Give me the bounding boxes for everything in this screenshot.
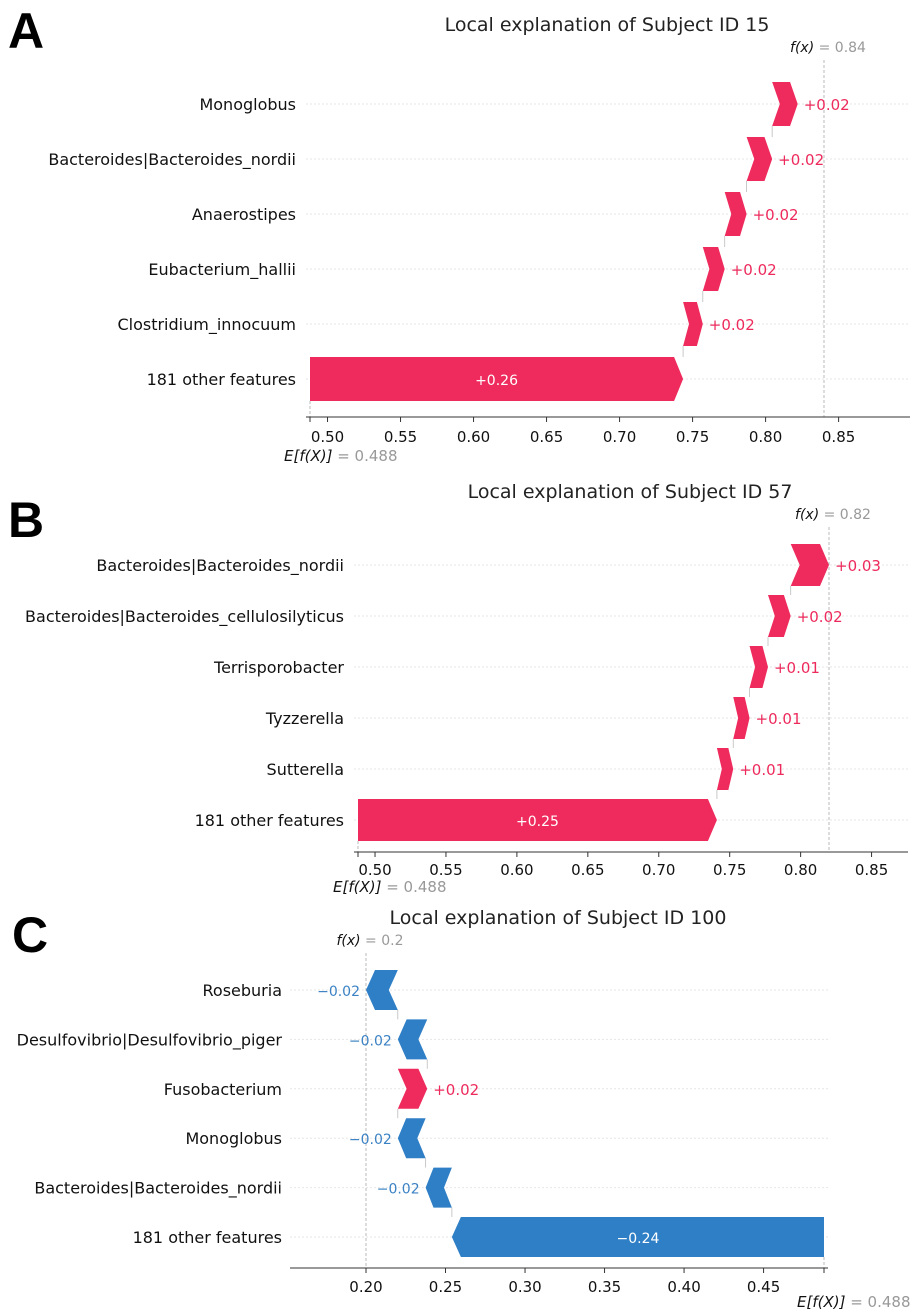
waterfall-bar [772, 82, 798, 126]
chart-title: Local explanation of Subject ID 15 [445, 14, 770, 36]
waterfall-bar [451, 1217, 824, 1257]
x-tick-label: 0.50 [311, 428, 344, 446]
value-label: +0.02 [778, 151, 824, 169]
waterfall-bar [716, 748, 734, 790]
waterfall-bar [358, 799, 717, 841]
panel-letter-a: A [8, 3, 44, 59]
x-tick-label: 0.80 [749, 428, 782, 446]
x-tick-label: 0.35 [588, 1278, 621, 1296]
chart-title: Local explanation of Subject ID 100 [390, 907, 727, 929]
x-tick-label: 0.70 [603, 428, 636, 446]
feature-label: Clostridium_innocuum [117, 315, 296, 335]
value-label: +0.26 [475, 373, 518, 389]
feature-label: Eubacterium_hallii [148, 260, 296, 280]
waterfall-bar [702, 247, 725, 291]
x-tick-label: 0.40 [667, 1278, 700, 1296]
x-tick-label: 0.20 [349, 1278, 382, 1296]
value-label: +0.02 [731, 261, 777, 279]
x-tick-label: 0.65 [571, 861, 604, 879]
base-value-label: E[f(X)] = 0.488 [284, 447, 398, 465]
feature-label: Fusobacterium [164, 1080, 282, 1099]
feature-label: Roseburia [203, 981, 283, 1000]
x-tick-label: 0.85 [822, 428, 855, 446]
feature-label: Terrisporobacter [213, 658, 344, 677]
value-label: +0.01 [739, 761, 785, 779]
panel-letter-b: B [8, 492, 44, 548]
feature-label: Tyzzerella [265, 709, 344, 728]
waterfall-bar [733, 697, 750, 739]
x-tick-label: 0.45 [747, 1278, 780, 1296]
feature-label: Sutterella [267, 760, 344, 779]
feature-label: Anaerostipes [192, 205, 296, 224]
fx-label: f(x) = 0.2 [336, 933, 403, 949]
value-label: +0.01 [756, 710, 802, 728]
chart-title: Local explanation of Subject ID 57 [468, 481, 793, 503]
value-label: +0.02 [797, 608, 843, 626]
waterfall-bar [366, 970, 398, 1010]
waterfall-bar [724, 192, 747, 236]
value-label: +0.02 [709, 316, 755, 334]
fx-label: f(x) = 0.82 [795, 507, 871, 523]
x-tick-label: 0.75 [676, 428, 709, 446]
x-tick-label: 0.85 [855, 861, 888, 879]
waterfall-bar [683, 302, 703, 346]
feature-label: Bacteroides|Bacteroides_nordii [96, 556, 344, 576]
x-tick-label: 0.30 [508, 1278, 541, 1296]
value-label: −0.02 [349, 1033, 392, 1049]
value-label: −0.02 [377, 1182, 420, 1198]
x-tick-label: 0.55 [429, 861, 462, 879]
x-tick-label: 0.65 [530, 428, 563, 446]
feature-label: Monoglobus [185, 1129, 282, 1148]
feature-label: 181 other features [147, 370, 296, 389]
waterfall-bar [397, 1118, 426, 1159]
value-label: +0.01 [774, 659, 820, 677]
x-tick-label: 0.80 [784, 861, 817, 879]
x-tick-label: 0.60 [500, 861, 533, 879]
waterfall-bar [790, 544, 829, 586]
x-tick-label: 0.60 [457, 428, 490, 446]
waterfall-bar [310, 357, 684, 401]
value-label: +0.03 [835, 557, 881, 575]
value-label: −0.02 [349, 1132, 392, 1148]
feature-label: Monoglobus [199, 95, 296, 114]
x-tick-label: 0.55 [384, 428, 417, 446]
value-label: +0.02 [433, 1081, 479, 1099]
feature-label: Bacteroides|Bacteroides_nordii [48, 150, 296, 170]
panel-letter-c: C [12, 907, 48, 963]
value-label: +0.02 [804, 96, 850, 114]
waterfall-bar [767, 595, 791, 637]
value-label: +0.02 [753, 206, 799, 224]
base-value-label: E[f(X)] = 0.488 [797, 1293, 910, 1311]
x-tick-label: 0.70 [642, 861, 675, 879]
feature-label: 181 other features [133, 1228, 282, 1247]
x-tick-label: 0.50 [358, 861, 391, 879]
feature-label: Bacteroides|Bacteroides_cellulosilyticus [25, 607, 344, 627]
waterfall-bar [746, 137, 773, 181]
x-tick-label: 0.75 [713, 861, 746, 879]
waterfall-bar [749, 646, 768, 688]
value-label: +0.25 [516, 814, 559, 830]
x-tick-label: 0.25 [429, 1278, 462, 1296]
feature-label: Desulfovibrio|Desulfovibrio_piger [17, 1030, 283, 1050]
value-label: −0.24 [616, 1231, 659, 1247]
base-value-label: E[f(X)] = 0.488 [333, 878, 447, 896]
waterfall-bar [425, 1167, 452, 1208]
waterfall-bar [397, 1068, 428, 1109]
waterfall-bar [397, 1019, 428, 1060]
value-label: −0.02 [317, 984, 360, 1000]
feature-label: Bacteroides|Bacteroides_nordii [34, 1179, 282, 1199]
feature-label: 181 other features [195, 811, 344, 830]
fx-label: f(x) = 0.84 [790, 40, 866, 56]
